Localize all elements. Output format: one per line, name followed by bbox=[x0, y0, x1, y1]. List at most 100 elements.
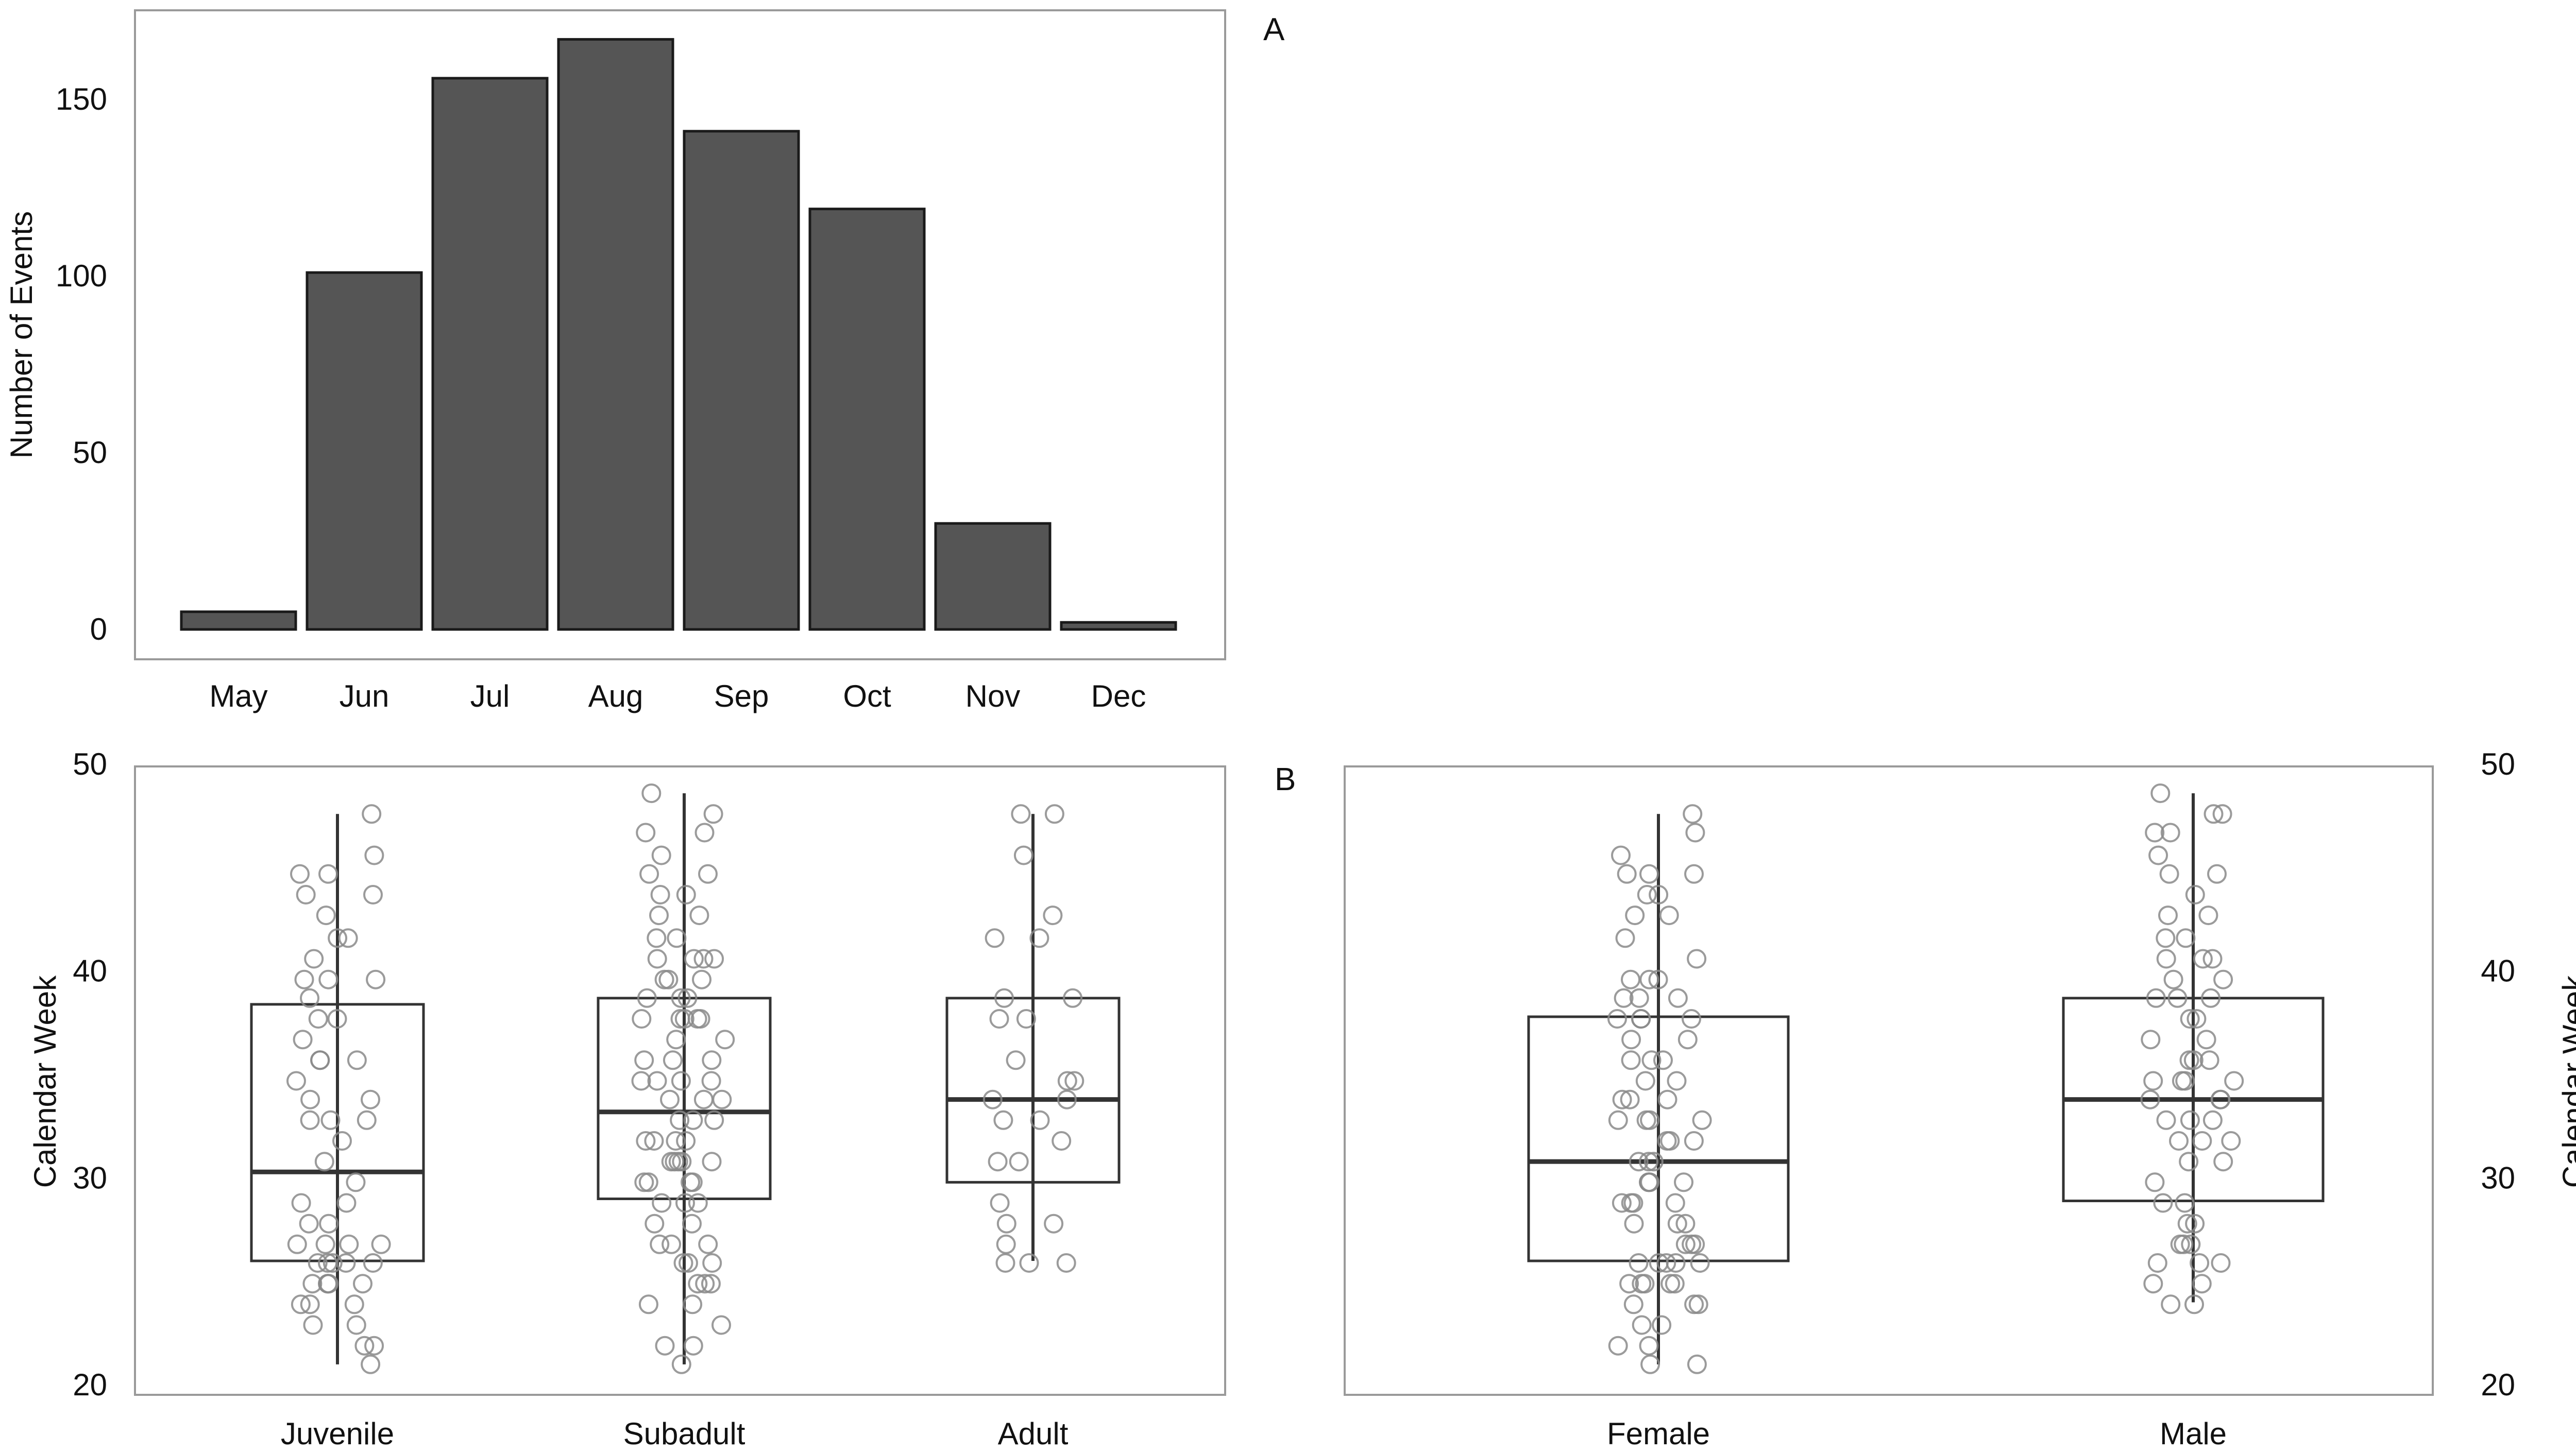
point-subadult bbox=[673, 1253, 693, 1273]
point-juvenile bbox=[303, 1315, 323, 1335]
point-subadult bbox=[683, 1336, 703, 1356]
point-subadult bbox=[658, 969, 679, 989]
point-juvenile bbox=[308, 1009, 328, 1029]
point-subadult bbox=[703, 804, 723, 824]
point-subadult bbox=[683, 1172, 703, 1192]
point-adult bbox=[1057, 1071, 1077, 1091]
point-subadult bbox=[667, 928, 687, 948]
point-juvenile bbox=[361, 1354, 381, 1374]
point-male bbox=[2143, 1071, 2163, 1091]
point-adult bbox=[989, 1009, 1009, 1029]
point-subadult bbox=[698, 1234, 718, 1254]
point-subadult bbox=[660, 1089, 680, 1109]
x-tick-jul: Jul bbox=[470, 679, 510, 713]
point-female bbox=[1652, 1315, 1672, 1335]
box-group-juvenile bbox=[250, 804, 425, 1374]
y-tick-50: 50 bbox=[2481, 747, 2515, 781]
point-female bbox=[1629, 1152, 1649, 1172]
point-subadult bbox=[679, 1253, 698, 1273]
point-juvenile bbox=[366, 969, 386, 989]
panel-c-y-ticks: 20 30 40 50 bbox=[2481, 747, 2515, 1402]
point-juvenile bbox=[339, 1234, 359, 1254]
point-male bbox=[2148, 845, 2168, 865]
point-female bbox=[1621, 1030, 1641, 1050]
point-subadult bbox=[690, 1009, 710, 1029]
point-adult bbox=[985, 928, 1005, 948]
point-female bbox=[1657, 1089, 1677, 1109]
bar-jun bbox=[306, 271, 423, 631]
point-female bbox=[1687, 1354, 1707, 1374]
point-juvenile bbox=[308, 1253, 328, 1273]
point-female bbox=[1675, 1214, 1696, 1234]
point-female bbox=[1611, 845, 1631, 865]
point-juvenile bbox=[318, 1274, 338, 1294]
point-female bbox=[1612, 1089, 1632, 1109]
point-male bbox=[2163, 969, 2183, 989]
point-adult bbox=[988, 1152, 1008, 1172]
point-female bbox=[1608, 1336, 1628, 1356]
point-subadult bbox=[655, 1336, 675, 1356]
point-male bbox=[2187, 1009, 2207, 1029]
point-juvenile bbox=[296, 885, 316, 904]
point-male bbox=[2180, 1009, 2200, 1029]
bar-nov bbox=[934, 522, 1052, 631]
point-subadult bbox=[693, 1089, 714, 1109]
point-juvenile bbox=[347, 1050, 367, 1070]
point-male bbox=[2170, 1234, 2190, 1254]
point-adult bbox=[1029, 928, 1049, 948]
point-female bbox=[1639, 969, 1659, 989]
point-adult bbox=[1043, 906, 1063, 926]
point-subadult bbox=[715, 1030, 735, 1050]
point-subadult bbox=[662, 1234, 682, 1254]
point-juvenile bbox=[363, 1253, 383, 1273]
point-female bbox=[1684, 1131, 1704, 1151]
point-subadult bbox=[711, 1315, 731, 1335]
y-tick-30: 30 bbox=[2481, 1160, 2515, 1195]
point-adult bbox=[1013, 845, 1033, 865]
point-subadult bbox=[677, 988, 698, 1008]
point-male bbox=[2180, 1110, 2200, 1130]
point-subadult bbox=[704, 1110, 724, 1130]
point-male bbox=[2169, 1131, 2189, 1151]
panel-b: B 20 30 40 50 Juvenile Subadult Adult Calenda… bbox=[28, 747, 1296, 1451]
point-female bbox=[1620, 1089, 1640, 1109]
point-subadult bbox=[654, 969, 674, 989]
panel-b-y-ticks: 20 30 40 50 bbox=[73, 747, 107, 1402]
panel-c-frame bbox=[1344, 765, 2434, 1396]
point-juvenile bbox=[362, 804, 382, 824]
point-subadult bbox=[704, 949, 724, 969]
point-male bbox=[2153, 1193, 2173, 1213]
y-tick-40: 40 bbox=[2481, 954, 2515, 988]
point-female bbox=[1608, 1110, 1628, 1130]
point-female bbox=[1607, 1009, 1627, 1029]
point-male bbox=[2221, 1131, 2241, 1151]
x-tick-may: May bbox=[209, 679, 267, 713]
panel-b-plot bbox=[250, 783, 1121, 1374]
point-adult bbox=[990, 1193, 1010, 1213]
point-subadult bbox=[644, 1131, 664, 1151]
point-male bbox=[2179, 1152, 2199, 1172]
point-male bbox=[2161, 1294, 2181, 1314]
point-subadult bbox=[702, 1050, 722, 1070]
box-group-subadult bbox=[597, 783, 772, 1374]
point-female bbox=[1675, 1234, 1696, 1254]
panel-b-y-axis-title: Calendar Week bbox=[28, 975, 62, 1188]
point-subadult bbox=[688, 1274, 708, 1294]
point-female bbox=[1641, 1050, 1662, 1070]
point-male bbox=[2192, 1131, 2212, 1151]
point-female bbox=[1667, 1071, 1687, 1091]
point-female bbox=[1677, 1030, 1698, 1050]
point-subadult bbox=[671, 1354, 691, 1374]
panel-a-bars bbox=[180, 38, 1177, 631]
point-female bbox=[1629, 1253, 1649, 1273]
point-adult bbox=[1009, 1152, 1029, 1172]
point-female bbox=[1648, 969, 1668, 989]
point-female bbox=[1639, 1152, 1658, 1172]
x-tick-subadult: Subadult bbox=[623, 1416, 745, 1451]
point-juvenile bbox=[310, 1050, 330, 1070]
point-adult bbox=[1016, 1009, 1036, 1029]
point-juvenile bbox=[291, 1193, 311, 1213]
point-female bbox=[1612, 1193, 1632, 1213]
point-male bbox=[2172, 1071, 2192, 1091]
panel-a-x-ticks: May Jun Jul Aug Sep Oct Nov Dec bbox=[209, 679, 1146, 713]
